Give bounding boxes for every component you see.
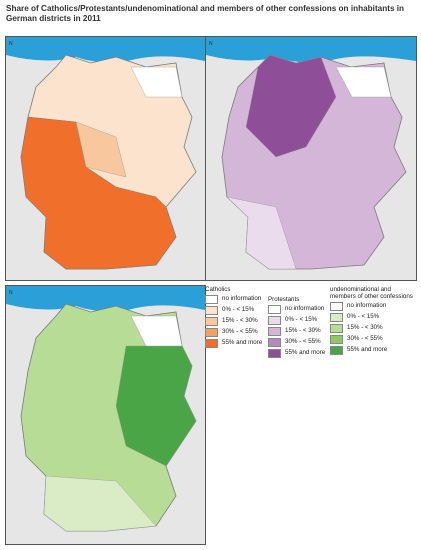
- map-title: Share of Catholics/Protestants/undenomin…: [6, 4, 405, 23]
- legend-item: 15% - < 30%: [268, 327, 326, 338]
- legend-label: 55% and more: [222, 339, 263, 346]
- catholic-majority-region: [20, 116, 177, 270]
- legend-item: 30% - < 55%: [330, 335, 418, 346]
- legend-item: 0% - < 15%: [268, 316, 326, 327]
- protestant-low-region: [226, 196, 297, 270]
- legend-heading: Catholics: [205, 286, 231, 293]
- legend-label: 30% - < 55%: [285, 338, 321, 345]
- legend-label: 0% - < 15%: [347, 313, 380, 320]
- legend-item: 55% and more: [205, 339, 265, 350]
- legend-label: 0% - < 15%: [285, 316, 318, 323]
- legend-item: 30% - < 55%: [205, 328, 265, 339]
- catholics-map-panel: N: [5, 36, 206, 281]
- legend-heading: undenominational and members of other co…: [330, 286, 413, 300]
- protestant-majority-region: [245, 54, 337, 158]
- legend-swatch: [268, 349, 281, 358]
- legend-protestants: Protestants no information 0% - < 15% 15…: [268, 296, 326, 360]
- legend-label: 0% - < 15%: [222, 306, 255, 313]
- legend-label: 15% - < 30%: [285, 327, 321, 334]
- no-information-region: [130, 66, 183, 98]
- legend-item: 55% and more: [330, 346, 418, 357]
- undenominational-map: [6, 286, 205, 532]
- coast-water: [6, 286, 205, 312]
- legend-label: 15% - < 30%: [222, 317, 258, 324]
- legend-item: no information: [330, 302, 418, 313]
- undenominational-map-panel: N: [5, 285, 206, 545]
- legend-label: 55% and more: [285, 349, 326, 356]
- legend-item: 0% - < 15%: [205, 306, 265, 317]
- north-arrow-label: N: [9, 41, 13, 47]
- legend-label: no information: [285, 305, 325, 312]
- north-arrow-label: N: [9, 290, 13, 296]
- legend-label: 15% - < 30%: [347, 324, 383, 331]
- no-information-region: [335, 66, 392, 98]
- legend-item: 15% - < 30%: [205, 317, 265, 328]
- legend-item: 0% - < 15%: [330, 313, 418, 324]
- legend-undenominational: undenominational and members of other co…: [330, 286, 418, 357]
- legend-swatch: [330, 335, 343, 344]
- legend-swatch: [205, 317, 218, 326]
- legend-heading: Protestants: [268, 296, 300, 303]
- legend-label: no information: [347, 302, 387, 309]
- legend-label: 55% and more: [347, 346, 388, 353]
- legend-swatch: [268, 316, 281, 325]
- legend-swatch: [205, 306, 218, 315]
- legend-swatch: [268, 327, 281, 336]
- protestants-map: [206, 37, 416, 270]
- undenominational-low-region: [43, 475, 157, 532]
- legend-item: 30% - < 55%: [268, 338, 326, 349]
- legend-swatch: [268, 305, 281, 314]
- legend-item: no information: [205, 295, 265, 306]
- coast-water: [6, 37, 205, 63]
- legend-label: 30% - < 55%: [222, 328, 258, 335]
- legend-swatch: [330, 324, 343, 333]
- legend-label: 30% - < 55%: [347, 335, 383, 342]
- no-information-region: [130, 315, 183, 347]
- legend-label: no information: [222, 295, 262, 302]
- legend-swatch: [330, 302, 343, 311]
- catholic-mid-region: [75, 121, 127, 178]
- legend-item: no information: [268, 305, 326, 316]
- legend-swatch: [268, 338, 281, 347]
- legend-swatch: [205, 328, 218, 337]
- protestants-map-panel: N: [205, 36, 417, 281]
- north-arrow-label: N: [209, 41, 213, 47]
- legend-swatch: [205, 295, 218, 304]
- legend-swatch: [330, 346, 343, 355]
- legend-swatch: [330, 313, 343, 322]
- catholics-map: [6, 37, 205, 270]
- undenominational-majority-region: [115, 345, 197, 467]
- legend-swatch: [205, 339, 218, 348]
- legend-item: 55% and more: [268, 349, 326, 360]
- coast-water: [206, 37, 416, 63]
- legend-catholics: Catholics no information 0% - < 15% 15% …: [205, 286, 265, 350]
- legend-item: 15% - < 30%: [330, 324, 418, 335]
